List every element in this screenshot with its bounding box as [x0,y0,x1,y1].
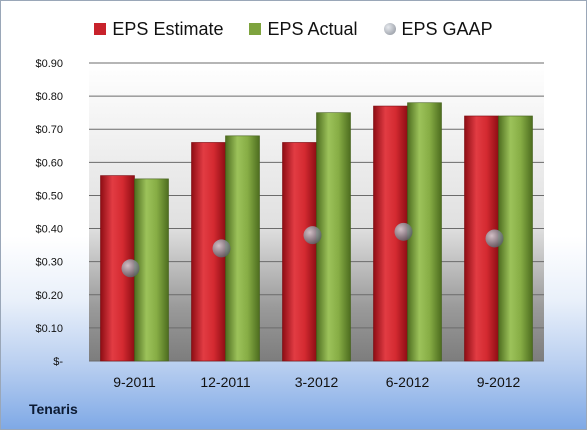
y-tick-label: $0.60 [35,157,63,169]
eps-actual-bar [316,112,351,362]
x-tick-label: 6-2012 [386,374,430,390]
legend-label: EPS GAAP [401,18,493,39]
eps-gaap-marker [212,239,231,258]
eps-actual-bar [134,178,169,362]
chart-legend: EPS Estimate EPS Actual EPS GAAP [1,17,586,41]
y-tick-label: $0.40 [35,224,63,236]
eps-actual-bar [225,135,260,362]
legend-swatch [94,23,107,35]
y-tick-label: $0.50 [35,190,63,202]
y-tick-label: $0.90 [35,58,63,70]
y-tick-label: $0.80 [35,91,63,103]
legend-swatch [383,23,396,35]
legend-label: EPS Estimate [112,18,224,39]
y-tick-label: $0.10 [35,323,63,335]
eps-gaap-marker [303,226,322,245]
eps-gaap-marker [394,222,413,241]
x-tick-label: 12-2011 [200,374,251,390]
x-tick-label: 9-2011 [113,374,156,390]
y-tick-label: $- [53,356,63,368]
legend-item: EPS Estimate [94,19,223,40]
legend-item: EPS Actual [249,18,358,40]
legend-swatch [249,23,262,35]
y-tick-label: $0.30 [35,257,63,269]
legend-label: EPS Actual [267,18,358,39]
eps-actual-bar [407,102,442,362]
eps-gaap-marker [485,229,504,248]
eps-actual-bar [498,115,533,362]
y-tick-label: $0.20 [35,290,63,302]
y-tick-label: $0.70 [35,124,63,136]
legend-item: EPS GAAP [383,18,493,40]
eps-gaap-marker [121,259,140,278]
company-name: Tenaris [29,401,78,417]
eps-estimate-bar [282,142,317,362]
x-tick-label: 3-2012 [295,374,339,390]
x-tick-label: 9-2012 [477,374,521,390]
